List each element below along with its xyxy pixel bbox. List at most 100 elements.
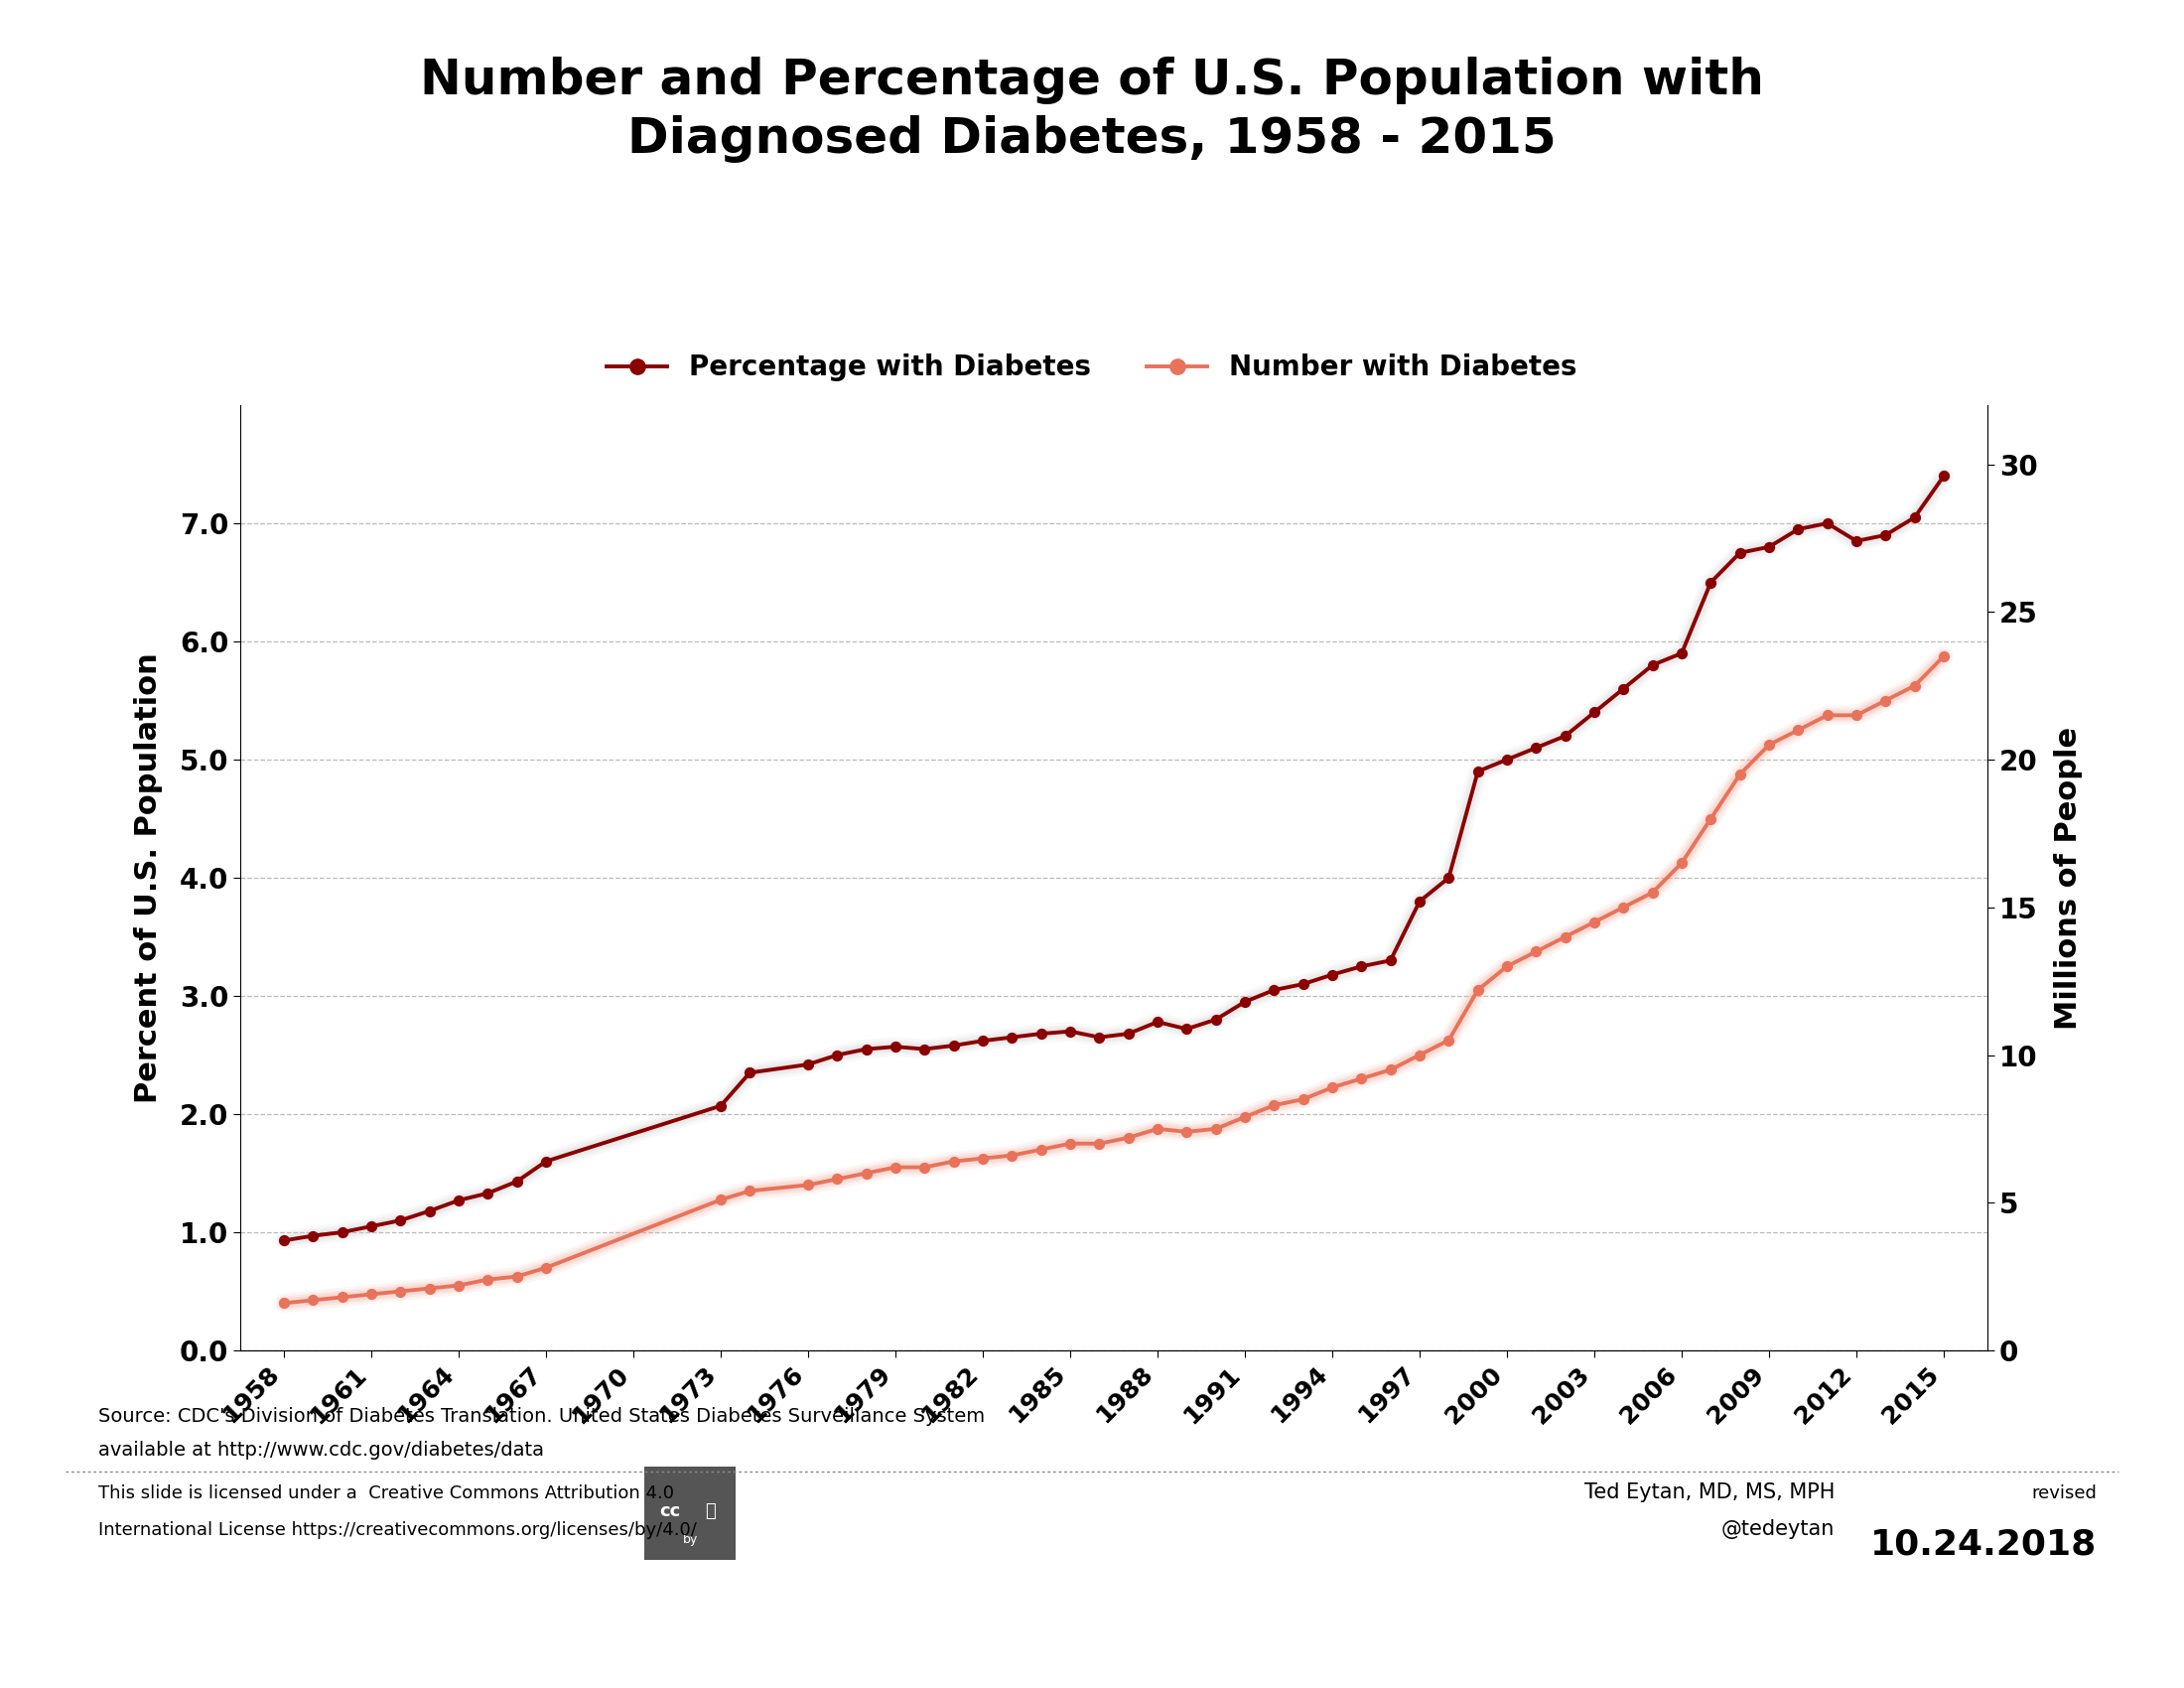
Point (1664, 640, 1699, 667)
Point (354, 1281, 389, 1308)
Y-axis label: Millions of People: Millions of People (2055, 726, 2084, 1030)
Point (1024, 1136, 1059, 1163)
Point (1723, 761, 1758, 788)
Point (1723, 540, 1758, 567)
Point (906, 1155, 941, 1182)
Point (1664, 849, 1699, 876)
Point (878, 1033, 913, 1060)
Point (1053, 1131, 1088, 1158)
Point (1343, 1065, 1378, 1092)
Text: This slide is licensed under a  Creative Commons Attribution 4.0: This slide is licensed under a Creative … (98, 1484, 675, 1502)
Text: International License https://creativecommons.org/licenses/by/4.0/: International License https://creativeco… (98, 1521, 697, 1539)
Point (1636, 652, 1671, 679)
Point (325, 1283, 360, 1310)
Point (937, 1148, 972, 1175)
Point (1605, 895, 1640, 922)
Point (266, 1290, 301, 1317)
Point (1780, 717, 1815, 744)
Point (1752, 533, 1787, 560)
Point (850, 1036, 885, 1063)
Text: ⓑ: ⓑ (705, 1502, 716, 1521)
Point (1256, 1092, 1291, 1119)
Point (965, 1028, 1000, 1055)
Point (1315, 960, 1350, 987)
Point (1256, 977, 1291, 1004)
Point (1548, 722, 1583, 749)
Point (994, 1023, 1029, 1050)
Point (878, 1155, 913, 1182)
Point (1112, 1020, 1147, 1047)
Point (994, 1143, 1029, 1170)
Point (1024, 1020, 1059, 1047)
Point (937, 1031, 972, 1058)
Point (1402, 1041, 1437, 1069)
Point (703, 1092, 738, 1119)
Text: Ted Eytan, MD, MS, MPH: Ted Eytan, MD, MS, MPH (1583, 1482, 1835, 1502)
Point (1402, 888, 1437, 915)
Point (1780, 517, 1815, 544)
Point (470, 1180, 505, 1207)
Point (1461, 758, 1496, 785)
Point (354, 1212, 389, 1239)
Text: 10.24.2018: 10.24.2018 (1870, 1528, 2097, 1561)
Point (1693, 805, 1728, 832)
Point (1926, 643, 1961, 670)
Point (1140, 1008, 1175, 1035)
Point (441, 1187, 476, 1214)
Point (1839, 528, 1874, 555)
Point (1227, 989, 1262, 1016)
Point (1431, 864, 1465, 891)
Point (1199, 1006, 1234, 1033)
Point (470, 1266, 505, 1293)
Point (1168, 1119, 1203, 1146)
Point (965, 1144, 1000, 1171)
Point (1867, 687, 1902, 714)
Point (1926, 463, 1961, 490)
Point (529, 1254, 563, 1281)
Point (1199, 1116, 1234, 1143)
Point (413, 1274, 448, 1301)
Point (1489, 954, 1524, 981)
Point (1081, 1131, 1116, 1158)
Point (819, 1041, 854, 1069)
Point (1548, 923, 1583, 950)
Point (500, 1168, 535, 1195)
Point (1577, 699, 1612, 726)
Point (1518, 734, 1553, 761)
Point (1636, 879, 1671, 906)
Point (1839, 702, 1874, 729)
Text: cc: cc (660, 1502, 681, 1521)
Point (1898, 672, 1933, 699)
Point (1898, 505, 1933, 532)
Point (791, 1171, 826, 1198)
Point (1867, 522, 1902, 549)
Point (1374, 1057, 1409, 1084)
Point (266, 1227, 301, 1254)
Point (382, 1207, 417, 1234)
Point (1811, 702, 1845, 729)
Point (732, 1178, 767, 1205)
Point (850, 1160, 885, 1187)
Legend: Percentage with Diabetes, Number with Diabetes: Percentage with Diabetes, Number with Di… (596, 343, 1588, 393)
Point (413, 1197, 448, 1224)
Point (1489, 746, 1524, 773)
Point (1168, 1016, 1203, 1043)
Point (441, 1273, 476, 1300)
Point (906, 1036, 941, 1063)
Point (1461, 977, 1496, 1004)
Y-axis label: Percent of U.S. Population: Percent of U.S. Population (133, 653, 164, 1102)
Point (1752, 731, 1787, 758)
Text: @tedeytan: @tedeytan (1721, 1519, 1835, 1539)
Point (1431, 1026, 1465, 1053)
Point (1693, 569, 1728, 596)
Point (1343, 954, 1378, 981)
Point (1286, 1085, 1321, 1112)
Point (1518, 939, 1553, 966)
Point (1140, 1116, 1175, 1143)
Point (1577, 908, 1612, 935)
Point (1286, 971, 1321, 998)
Point (1081, 1023, 1116, 1050)
Point (295, 1222, 330, 1249)
Text: by: by (684, 1533, 697, 1546)
Point (1053, 1018, 1088, 1045)
